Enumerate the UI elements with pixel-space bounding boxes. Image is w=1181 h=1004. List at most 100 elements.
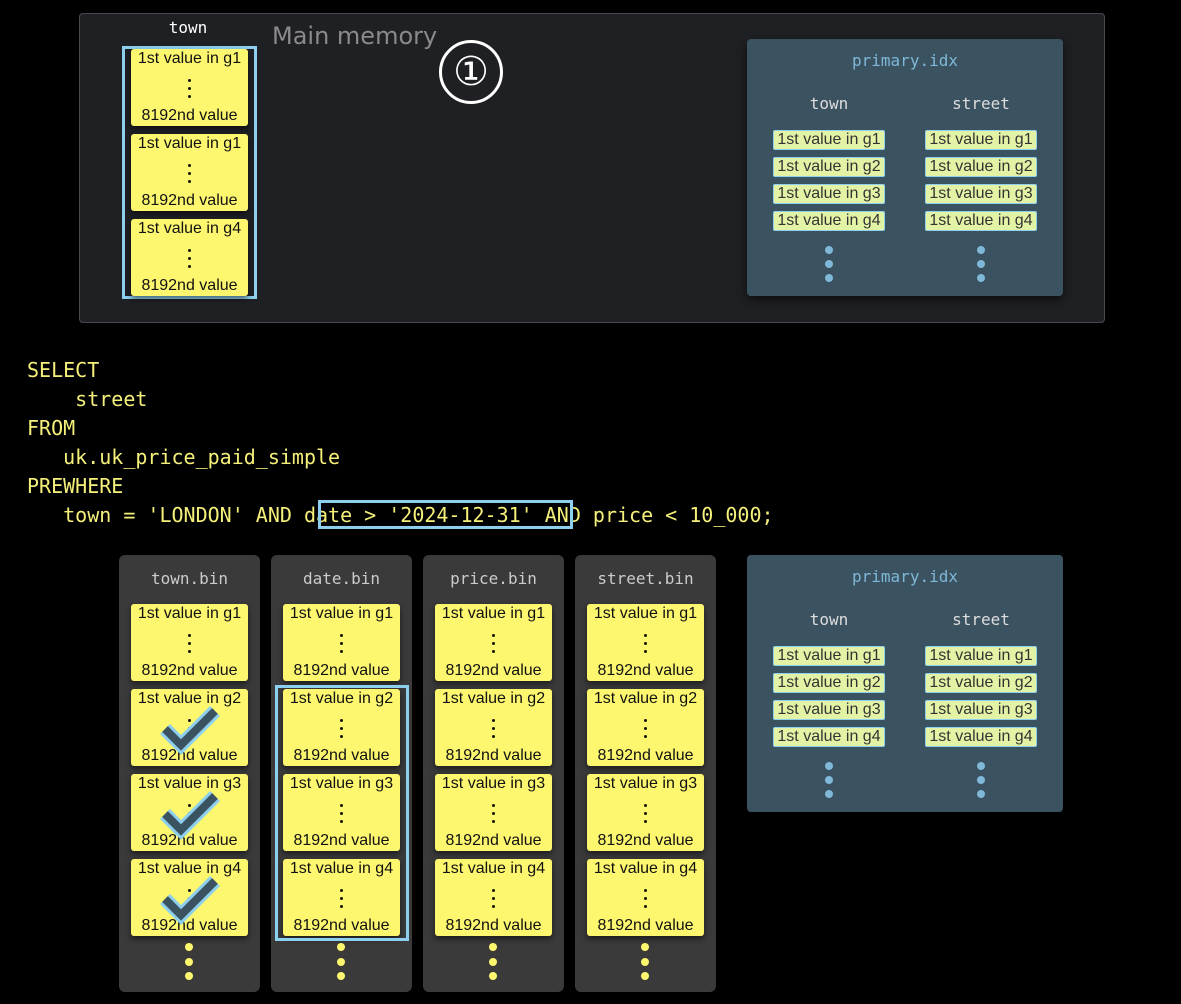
ellipsis-dot: [977, 274, 985, 282]
granule-last-value: 8192nd value: [141, 747, 238, 764]
ellipsis-dot: [340, 812, 343, 815]
granule-first-value: 1st value in g3: [137, 775, 242, 792]
granule-card: 1st value in g1 8192nd value: [587, 604, 704, 681]
granule-last-value: 8192nd value: [141, 832, 238, 849]
column-file-price-bin: price.bin 1st value in g1 8192nd value 1st …: [423, 555, 564, 992]
ellipsis-dot: [340, 727, 343, 730]
column-file-title: street.bin: [597, 569, 694, 588]
memory-highlight-frame: [122, 46, 257, 299]
granule-first-value: 1st value in g1: [289, 605, 394, 622]
ellipsis-dot: [492, 650, 495, 653]
granule-first-value: 1st value in g1: [441, 605, 546, 622]
granule-first-value: 1st value in g2: [137, 690, 242, 707]
ellipsis-dot: [825, 246, 833, 254]
ellipsis-dot: [337, 943, 345, 951]
index-entry: 1st value in g3: [925, 184, 1037, 204]
granule-last-value: 8192nd value: [141, 662, 238, 679]
ellipsis-dot: [492, 642, 495, 645]
ellipsis-dot: [340, 735, 343, 738]
column-file-title: date.bin: [302, 569, 381, 588]
sql-line: FROM: [27, 416, 76, 440]
primary-index-panel: primary.idx town 1st value in g1 1st value …: [747, 39, 1063, 296]
ellipsis-dot: [492, 905, 495, 908]
granule-last-value: 8192nd value: [293, 747, 390, 764]
column-file-street-bin: street.bin 1st value in g1 8192nd value 1st…: [575, 555, 716, 992]
ellipsis-dot: [188, 249, 191, 252]
column-file-title: town.bin: [150, 569, 229, 588]
ellipsis-dot: [340, 642, 343, 645]
granule-first-value: 1st value in g1: [593, 605, 698, 622]
ellipsis-dot: [492, 727, 495, 730]
index-entry: 1st value in g2: [773, 673, 885, 693]
ellipsis-dot: [977, 790, 985, 798]
ellipsis-dot: [188, 719, 191, 722]
ellipsis-dot: [188, 95, 191, 98]
granule-card: 1st value in g3 8192nd value: [587, 774, 704, 851]
index-column-header: town: [809, 94, 849, 113]
granule-last-value: 8192nd value: [141, 192, 238, 209]
ellipsis-dot: [492, 812, 495, 815]
granule-first-value: 1st value in g1: [137, 135, 242, 152]
granule-last-value: 8192nd value: [597, 662, 694, 679]
granule-card: 1st value in g1 8192nd value: [131, 49, 248, 126]
granule-highlight-frame: [275, 685, 409, 941]
ellipsis-dot: [492, 820, 495, 823]
granule-card: 1st value in g1 8192nd value: [131, 604, 248, 681]
sql-line: town = 'LONDON' AND date > '2024-12-31' …: [27, 503, 774, 527]
granule-first-value: 1st value in g4: [137, 220, 242, 237]
index-column-header: street: [952, 610, 1010, 629]
ellipsis-dot: [977, 762, 985, 770]
granule-last-value: 8192nd value: [293, 832, 390, 849]
index-entry: 1st value in g4: [925, 211, 1037, 231]
ellipsis-dot: [340, 804, 343, 807]
ellipsis-dot: [644, 634, 647, 637]
ellipsis-dot: [185, 958, 193, 966]
ellipsis-dot: [825, 274, 833, 282]
ellipsis-dot: [340, 634, 343, 637]
ellipsis-dot: [188, 172, 191, 175]
ellipsis-dot: [644, 804, 647, 807]
granule-last-value: 8192nd value: [597, 917, 694, 934]
granule-card: 1st value in g2 8192nd value: [283, 689, 400, 766]
ellipsis-dot: [188, 164, 191, 167]
granule-card: 1st value in g1 8192nd value: [435, 604, 552, 681]
ellipsis-dot: [340, 905, 343, 908]
ellipsis-dot: [644, 889, 647, 892]
ellipsis-dot: [825, 776, 833, 784]
granule-last-value: 8192nd value: [141, 917, 238, 934]
sql-query: SELECT street FROM uk.uk_price_paid_simpl…: [27, 356, 774, 530]
granule-card: 1st value in g3 8192nd value: [435, 774, 552, 851]
ellipsis-dot: [340, 889, 343, 892]
ellipsis-dot: [644, 905, 647, 908]
granule-card: 1st value in g4 8192nd value: [587, 859, 704, 936]
sql-line: SELECT: [27, 358, 100, 382]
granule-first-value: 1st value in g2: [289, 690, 394, 707]
index-entry: 1st value in g3: [925, 700, 1037, 720]
index-entry: 1st value in g2: [925, 673, 1037, 693]
column-file-town-bin: town.bin 1st value in g1 8192nd value 1st v…: [119, 555, 260, 992]
granule-last-value: 8192nd value: [445, 747, 542, 764]
ellipsis-dot: [340, 650, 343, 653]
primary-index-title: primary.idx: [852, 51, 958, 70]
granule-last-value: 8192nd value: [293, 662, 390, 679]
ellipsis-dot: [489, 943, 497, 951]
ellipsis-dot: [188, 265, 191, 268]
granule-first-value: 1st value in g2: [441, 690, 546, 707]
ellipsis-dot: [644, 650, 647, 653]
ellipsis-dot: [489, 972, 497, 980]
ellipsis-dot: [977, 246, 985, 254]
ellipsis-dot: [977, 776, 985, 784]
main-memory-label: Main memory: [272, 22, 438, 50]
ellipsis-dot: [825, 790, 833, 798]
index-entry: 1st value in g1: [773, 130, 885, 150]
column-file-date-bin: date.bin 1st value in g1 8192nd value 1st v…: [271, 555, 412, 992]
sql-line: uk.uk_price_paid_simple: [27, 445, 341, 469]
sql-line: PREWHERE: [27, 474, 124, 498]
ellipsis-dot: [188, 642, 191, 645]
index-column-header: town: [809, 610, 849, 629]
index-entry: 1st value in g3: [773, 184, 885, 204]
index-entry: 1st value in g3: [773, 700, 885, 720]
granule-first-value: 1st value in g4: [137, 860, 242, 877]
granule-last-value: 8192nd value: [445, 662, 542, 679]
ellipsis-dot: [644, 812, 647, 815]
